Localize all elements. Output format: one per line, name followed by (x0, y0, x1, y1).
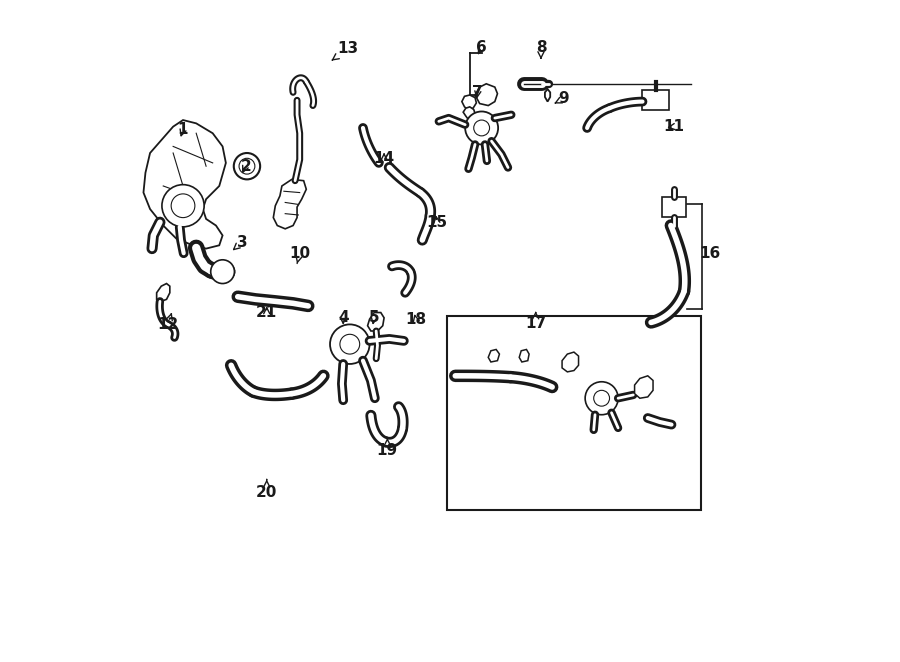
Polygon shape (157, 283, 170, 301)
Text: 5: 5 (369, 310, 380, 325)
Polygon shape (662, 197, 686, 217)
Circle shape (162, 185, 204, 227)
Text: 7: 7 (472, 85, 483, 100)
Text: 14: 14 (374, 151, 394, 166)
Circle shape (171, 194, 195, 218)
Text: 2: 2 (240, 159, 251, 173)
Circle shape (594, 391, 609, 406)
Circle shape (211, 260, 234, 283)
Polygon shape (475, 84, 498, 105)
Text: 11: 11 (663, 119, 685, 134)
Text: 10: 10 (289, 246, 310, 263)
Polygon shape (462, 95, 476, 109)
Bar (643, 91, 669, 110)
Text: 15: 15 (427, 214, 447, 230)
Circle shape (473, 120, 490, 136)
Circle shape (234, 153, 260, 179)
Text: 8: 8 (536, 40, 546, 58)
Polygon shape (544, 89, 550, 101)
Text: 1: 1 (178, 122, 188, 138)
Text: 6: 6 (476, 40, 487, 55)
Circle shape (340, 334, 360, 354)
Text: 12: 12 (158, 314, 178, 332)
Text: 4: 4 (338, 310, 348, 325)
Polygon shape (562, 352, 579, 372)
Polygon shape (488, 350, 500, 362)
Text: 21: 21 (256, 305, 277, 320)
Text: 3: 3 (234, 234, 248, 250)
Text: 13: 13 (332, 41, 358, 60)
Text: 17: 17 (525, 312, 546, 330)
Polygon shape (464, 107, 475, 118)
Circle shape (330, 324, 370, 364)
Text: 18: 18 (405, 312, 427, 326)
Polygon shape (519, 350, 529, 362)
Text: 9: 9 (555, 91, 569, 107)
Circle shape (465, 111, 498, 144)
Polygon shape (143, 120, 226, 249)
Text: 19: 19 (377, 438, 398, 459)
Polygon shape (274, 179, 306, 229)
Polygon shape (634, 376, 653, 399)
Polygon shape (367, 312, 384, 331)
Text: 16: 16 (700, 246, 721, 261)
Text: 20: 20 (256, 479, 277, 500)
Bar (446, 316, 700, 510)
Circle shape (239, 158, 255, 174)
Circle shape (585, 382, 618, 414)
